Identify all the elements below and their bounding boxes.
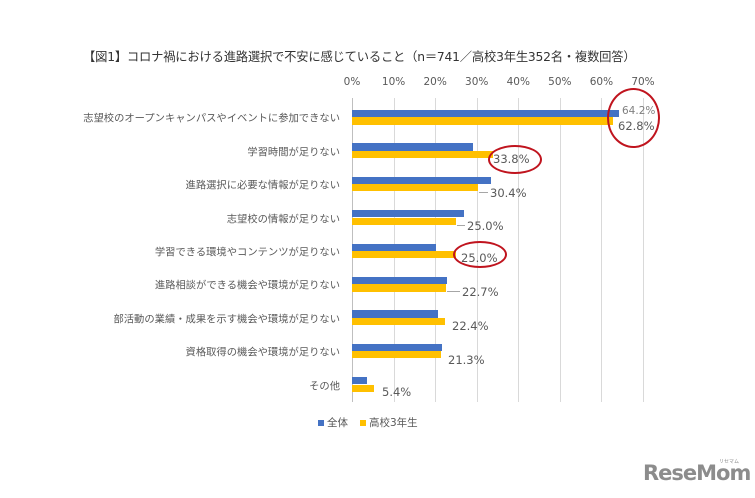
data-label-grade3: 22.4% bbox=[452, 319, 489, 334]
x-tick-label: 70% bbox=[631, 76, 655, 88]
legend-swatch-blue bbox=[318, 419, 324, 426]
gridline bbox=[642, 98, 644, 402]
legend-label: 高校3年生 bbox=[369, 417, 418, 429]
bar-all bbox=[352, 277, 447, 285]
category-label: 学習できる環境やコンテンツが足りない bbox=[154, 246, 340, 259]
bar-all bbox=[352, 143, 473, 151]
legend: 全体 高校3年生 bbox=[318, 415, 430, 430]
bar-grade3 bbox=[352, 150, 493, 158]
leader-line bbox=[447, 290, 460, 292]
legend-item-grade3: 高校3年生 bbox=[360, 415, 418, 430]
bar-all bbox=[352, 310, 438, 318]
gridline bbox=[518, 98, 520, 402]
bar-grade3 bbox=[352, 184, 479, 192]
x-tick-label: 40% bbox=[506, 76, 530, 88]
bar-all bbox=[352, 343, 442, 352]
x-tick-label: 50% bbox=[548, 76, 572, 88]
bar-all bbox=[352, 210, 464, 218]
data-label-grade3: 30.4% bbox=[490, 185, 527, 200]
category-label: 進路相談ができる機会や環境が足りない bbox=[154, 279, 340, 292]
x-tick-label: 20% bbox=[423, 76, 447, 88]
gridline bbox=[559, 98, 561, 402]
category-label: 志望校のオープンキャンパスやイベントに参加できない bbox=[83, 112, 340, 125]
x-tick-label: 10% bbox=[381, 76, 406, 88]
category-label: 志望校の情報が足りない bbox=[226, 213, 340, 225]
red-highlight-circle bbox=[453, 241, 507, 268]
red-highlight-circle bbox=[607, 88, 660, 148]
data-label-grade3: 25.0% bbox=[467, 219, 504, 234]
x-tick-label: 60% bbox=[589, 76, 614, 88]
gridline bbox=[435, 98, 437, 402]
x-tick-label: 0% bbox=[343, 76, 361, 88]
bar-grade3 bbox=[352, 351, 441, 359]
legend-swatch-yellow bbox=[360, 419, 366, 426]
legend-item-all: 全体 bbox=[318, 415, 348, 430]
category-label: 部活動の業績・成果を示す機会や環境が足りない bbox=[113, 313, 340, 326]
data-label-grade3: 22.7% bbox=[462, 284, 499, 299]
category-label: 資格取得の機会や環境が足りない bbox=[185, 346, 340, 359]
legend-label: 全体 bbox=[327, 417, 348, 429]
data-label-grade3: 5.4% bbox=[382, 385, 412, 400]
category-label: 学習時間が足りない bbox=[247, 146, 340, 159]
category-label: その他 bbox=[309, 380, 340, 392]
bar-grade3 bbox=[352, 217, 456, 225]
bar-all bbox=[352, 243, 436, 251]
bar-all bbox=[352, 110, 619, 118]
bar-grade3 bbox=[352, 317, 446, 325]
bar-all bbox=[352, 176, 491, 185]
gridline bbox=[601, 98, 603, 402]
red-highlight-circle bbox=[488, 145, 542, 174]
resemom-logo: ReseMom bbox=[643, 461, 751, 485]
leader-line bbox=[479, 191, 488, 193]
chart-title: 【図1】コロナ禍における進路選択で不安に感じていること（n＝741／高校3年生3… bbox=[83, 50, 636, 64]
bar-grade3 bbox=[352, 250, 456, 259]
logo-subtext: リセマム bbox=[719, 459, 740, 465]
leader-line bbox=[456, 225, 465, 227]
bar-all bbox=[352, 377, 367, 385]
x-tick-label: 30% bbox=[465, 76, 489, 88]
data-label-grade3: 21.3% bbox=[448, 352, 485, 367]
category-label: 進路選択に必要な情報が足りない bbox=[185, 179, 340, 192]
bar-grade3 bbox=[352, 117, 614, 125]
bar-grade3 bbox=[352, 384, 375, 392]
bar-grade3 bbox=[352, 284, 447, 292]
